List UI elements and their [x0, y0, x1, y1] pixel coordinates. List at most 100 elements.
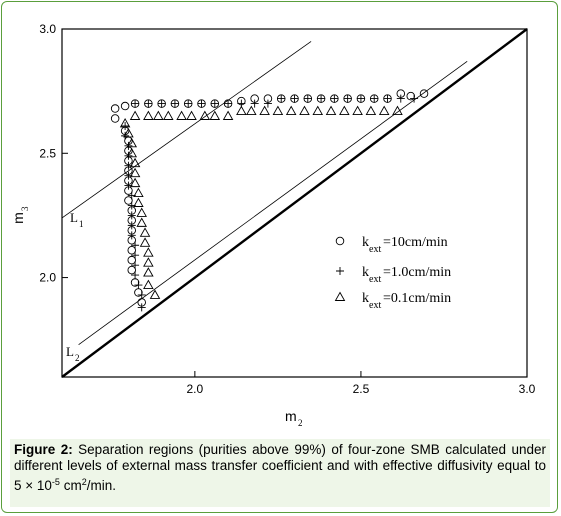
- triangle-marker: [236, 105, 247, 115]
- triangle-marker: [378, 105, 390, 115]
- plus-marker: [290, 94, 299, 103]
- triangle-marker: [149, 289, 161, 299]
- figure-caption: Figure 2: Separation regions (purities a…: [10, 439, 550, 507]
- plus-marker: [210, 99, 219, 108]
- triangle-marker: [139, 237, 151, 247]
- plus-marker: [124, 141, 133, 150]
- triangle-marker: [365, 105, 377, 115]
- plus-marker: [157, 99, 166, 108]
- y-tick-label: 3.0: [39, 22, 56, 36]
- plus-marker: [343, 94, 352, 103]
- caption-text: Separation regions (purities above 99%) …: [14, 442, 546, 493]
- caption-exponent: -5: [51, 477, 60, 487]
- triangle-marker: [199, 110, 211, 120]
- caption-label: Figure 2:: [14, 442, 73, 457]
- series-3: [119, 105, 403, 299]
- plus-marker: [277, 94, 286, 103]
- plus-marker: [127, 231, 136, 240]
- legend-label-value-3: =0.1cm/min: [383, 291, 451, 306]
- boundary-line-1: [61, 41, 312, 219]
- triangle-marker: [139, 227, 151, 237]
- x-tick-label: 2.5: [353, 382, 370, 396]
- circle-marker: [110, 114, 120, 123]
- boundary-line-label-2: L: [66, 344, 74, 359]
- plus-marker: [263, 99, 272, 108]
- triangle-marker: [143, 267, 154, 277]
- plus-marker: [124, 151, 133, 160]
- plus-marker: [137, 290, 146, 299]
- triangle-marker: [222, 110, 234, 120]
- circle-marker: [120, 101, 130, 111]
- triangle-marker: [126, 147, 138, 158]
- plus-marker: [330, 94, 339, 103]
- triangle-marker: [312, 105, 324, 115]
- triangle-marker: [143, 279, 154, 289]
- caption-unit: cm: [59, 478, 82, 493]
- plus-marker: [356, 94, 365, 103]
- triangle-marker: [143, 247, 154, 257]
- triangle-marker: [126, 137, 138, 148]
- triangle-marker: [259, 105, 270, 115]
- plus-marker: [370, 94, 379, 103]
- plus-marker: [127, 221, 136, 230]
- plus-marker: [250, 99, 259, 108]
- triangle-marker: [129, 157, 141, 168]
- triangle-marker: [136, 207, 147, 217]
- legend-label-sub-1: ext: [369, 244, 381, 255]
- triangle-marker: [209, 110, 221, 120]
- triangle-marker: [153, 110, 164, 120]
- triangle-marker: [129, 177, 141, 188]
- plus-marker: [121, 131, 130, 140]
- boundary-line-label-1: L: [70, 210, 78, 225]
- triangle-marker: [176, 110, 187, 120]
- triangle-marker: [325, 105, 337, 115]
- triangle-marker: [339, 105, 350, 115]
- plus-marker: [317, 94, 326, 103]
- x-tick-label: 3.0: [519, 382, 536, 396]
- y-tick-label: 2.5: [39, 146, 56, 160]
- triangle-marker: [299, 105, 310, 115]
- circle-marker: [127, 255, 136, 265]
- triangle-marker: [163, 110, 174, 120]
- plus-marker: [224, 99, 233, 108]
- boundary-line-2: [78, 60, 468, 346]
- legend-label-sub-3: ext: [369, 300, 381, 311]
- legend-label-1: k: [362, 235, 369, 250]
- plus-marker: [137, 303, 146, 312]
- plot-area: [61, 28, 528, 378]
- plus-marker: [336, 267, 344, 275]
- plus-marker: [131, 261, 140, 270]
- plus-marker: [184, 99, 193, 108]
- plus-marker: [396, 94, 405, 103]
- triangle-marker: [143, 110, 154, 120]
- plus-marker: [134, 281, 143, 290]
- caption-end: /min.: [86, 478, 116, 493]
- y-axis-label: m: [10, 212, 26, 224]
- x-axis-label: m: [285, 408, 297, 424]
- plus-marker: [127, 211, 136, 220]
- boundary-line-label-sub-1: 1: [79, 219, 84, 229]
- plus-marker: [410, 94, 419, 103]
- triangle-marker: [123, 127, 134, 138]
- circle-marker: [419, 89, 429, 98]
- plus-marker: [197, 99, 206, 108]
- triangle-marker: [143, 257, 154, 267]
- y-axis-label-sub: 3: [20, 206, 30, 211]
- triangle-marker: [186, 110, 197, 120]
- caption-unit-exponent: 2: [81, 477, 87, 487]
- triangle-marker: [334, 291, 346, 301]
- triangle-marker: [352, 105, 363, 115]
- y-axis-label-group: m3: [10, 206, 30, 224]
- x-axis-label-sub: 2: [298, 418, 303, 428]
- triangle-marker: [133, 187, 144, 198]
- legend-label-sub-2: ext: [369, 274, 381, 285]
- triangle-marker: [133, 197, 144, 207]
- plus-marker: [131, 251, 140, 260]
- triangle-marker: [272, 105, 284, 115]
- plus-marker: [131, 271, 140, 280]
- triangle-marker: [119, 118, 131, 128]
- plus-marker: [131, 241, 140, 250]
- diagonal-line: [61, 28, 528, 378]
- circle-marker: [406, 91, 416, 101]
